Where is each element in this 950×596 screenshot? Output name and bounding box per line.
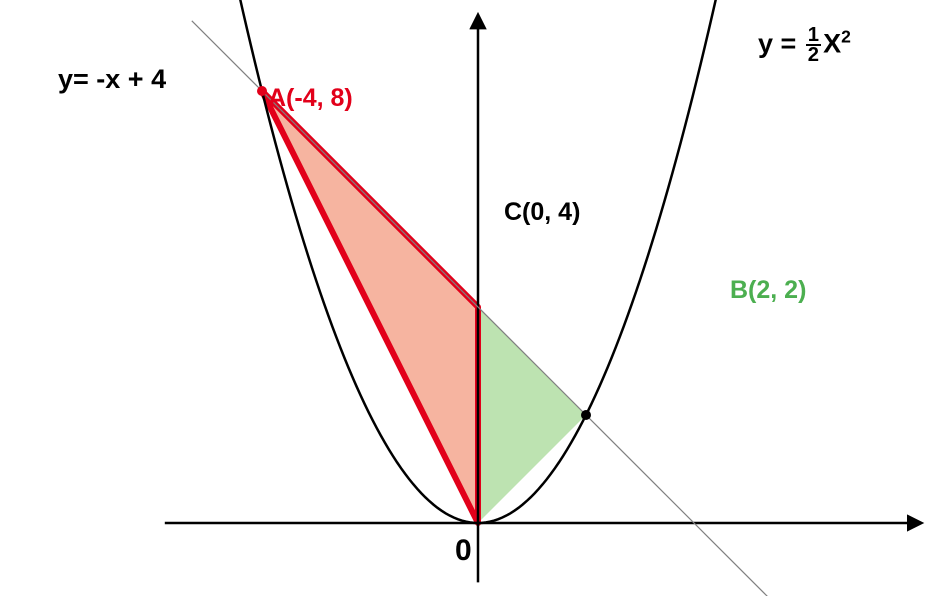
triangle-boc [478, 307, 586, 523]
parabola-eq-suffix: X [823, 28, 841, 58]
one-half-fraction: 12 [806, 26, 821, 64]
line-eq-text: y= -x + 4 [58, 64, 166, 94]
point-a-dot [257, 86, 267, 96]
triangle-aoc [262, 91, 478, 523]
parabola-exponent: 2 [841, 26, 851, 46]
frac-num: 1 [806, 26, 821, 46]
origin-label: 0 [455, 534, 472, 568]
point-b-label: B(2, 2) [730, 276, 806, 305]
point-c-label: C(0, 4) [504, 198, 580, 227]
point-a-label: A(-4, 8) [268, 84, 353, 113]
parabola-eq-prefix: y = [758, 28, 804, 58]
parabola-equation-label: y = 12X2 [758, 26, 851, 64]
point-b-dot [581, 410, 591, 420]
frac-den: 2 [806, 46, 821, 64]
line-equation-label: y= -x + 4 [58, 64, 166, 95]
